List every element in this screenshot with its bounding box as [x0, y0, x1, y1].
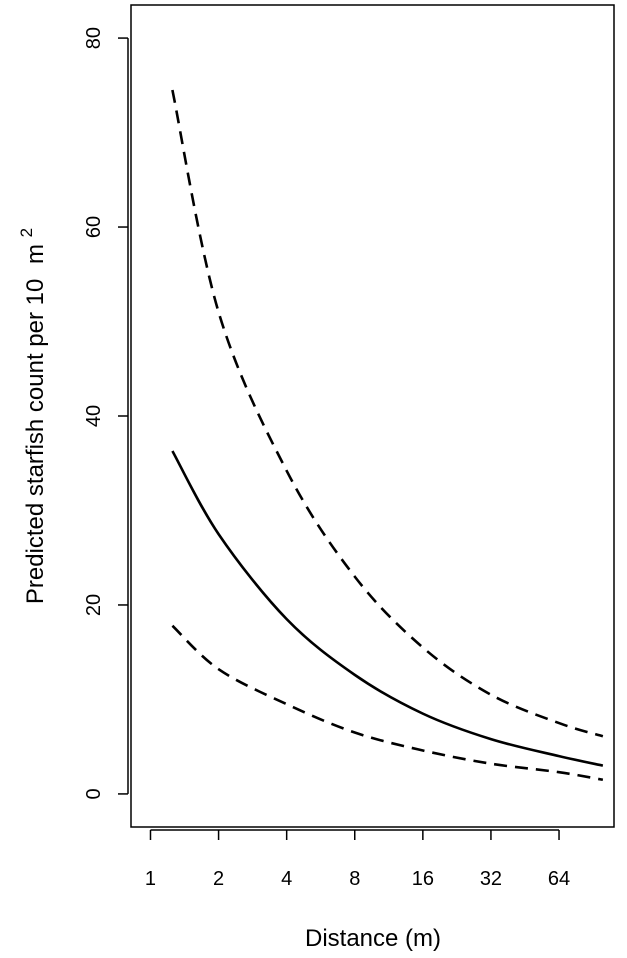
- x-tick-label: 16: [412, 868, 434, 890]
- x-tick-label: 4: [281, 868, 292, 890]
- plot-frame: [130, 4, 615, 828]
- y-axis-title-superscript: 2: [17, 228, 36, 237]
- x-tick-label: 2: [213, 868, 224, 890]
- y-axis-title: Predicted starfish count per 10 m 2: [17, 228, 49, 604]
- y-tick-label: 20: [83, 594, 105, 616]
- y-axis-title-unit: m: [22, 244, 49, 264]
- y-tick-label: 0: [83, 788, 105, 799]
- series-layer: [171, 89, 604, 782]
- x-tick-label: 32: [480, 868, 502, 890]
- lower-ci-line: [171, 624, 604, 782]
- x-tick-label: 1: [145, 868, 156, 890]
- y-tick-label: 80: [83, 27, 105, 49]
- y-tick-label: 60: [83, 216, 105, 238]
- x-axis-title: Distance (m): [305, 925, 441, 952]
- y-tick-label: 40: [83, 405, 105, 427]
- fit-line: [171, 450, 604, 767]
- x-axis: 1 2 4 8 16 32 64: [145, 829, 570, 890]
- y-axis: 0 20 40 60 80: [83, 27, 129, 799]
- x-tick-label: 64: [548, 868, 570, 890]
- x-tick-label: 8: [349, 868, 360, 890]
- y-axis-title-main: Predicted starfish count per 10: [22, 279, 49, 605]
- upper-ci-line: [171, 89, 604, 738]
